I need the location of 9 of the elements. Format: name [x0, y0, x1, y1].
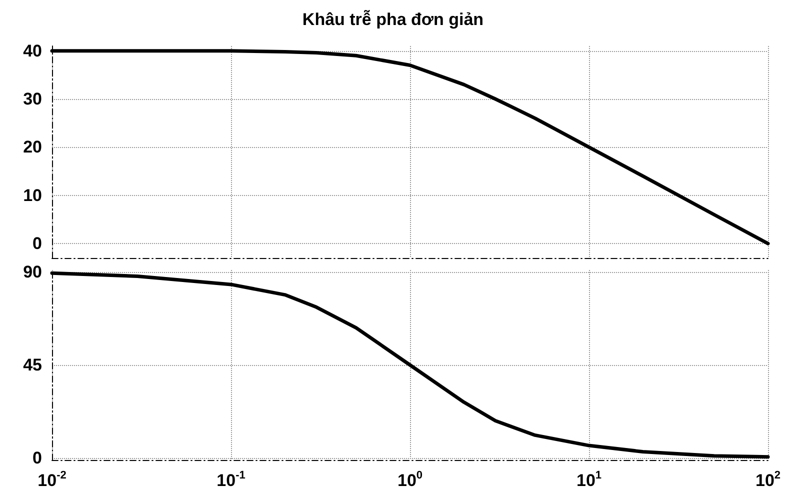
y-tick-label: 0 — [32, 234, 42, 254]
chart-title: Khâu trễ pha đơn giản — [302, 10, 484, 29]
y-tick-label: 0 — [32, 448, 42, 468]
y-tick-label: 30 — [23, 90, 42, 108]
y-tick-label: 90 — [23, 262, 42, 282]
y-tick-label: 20 — [23, 138, 42, 157]
y-tick-label: 10 — [23, 186, 42, 205]
y-tick-label: 40 — [23, 41, 42, 60]
y-tick-label: 45 — [23, 356, 42, 374]
